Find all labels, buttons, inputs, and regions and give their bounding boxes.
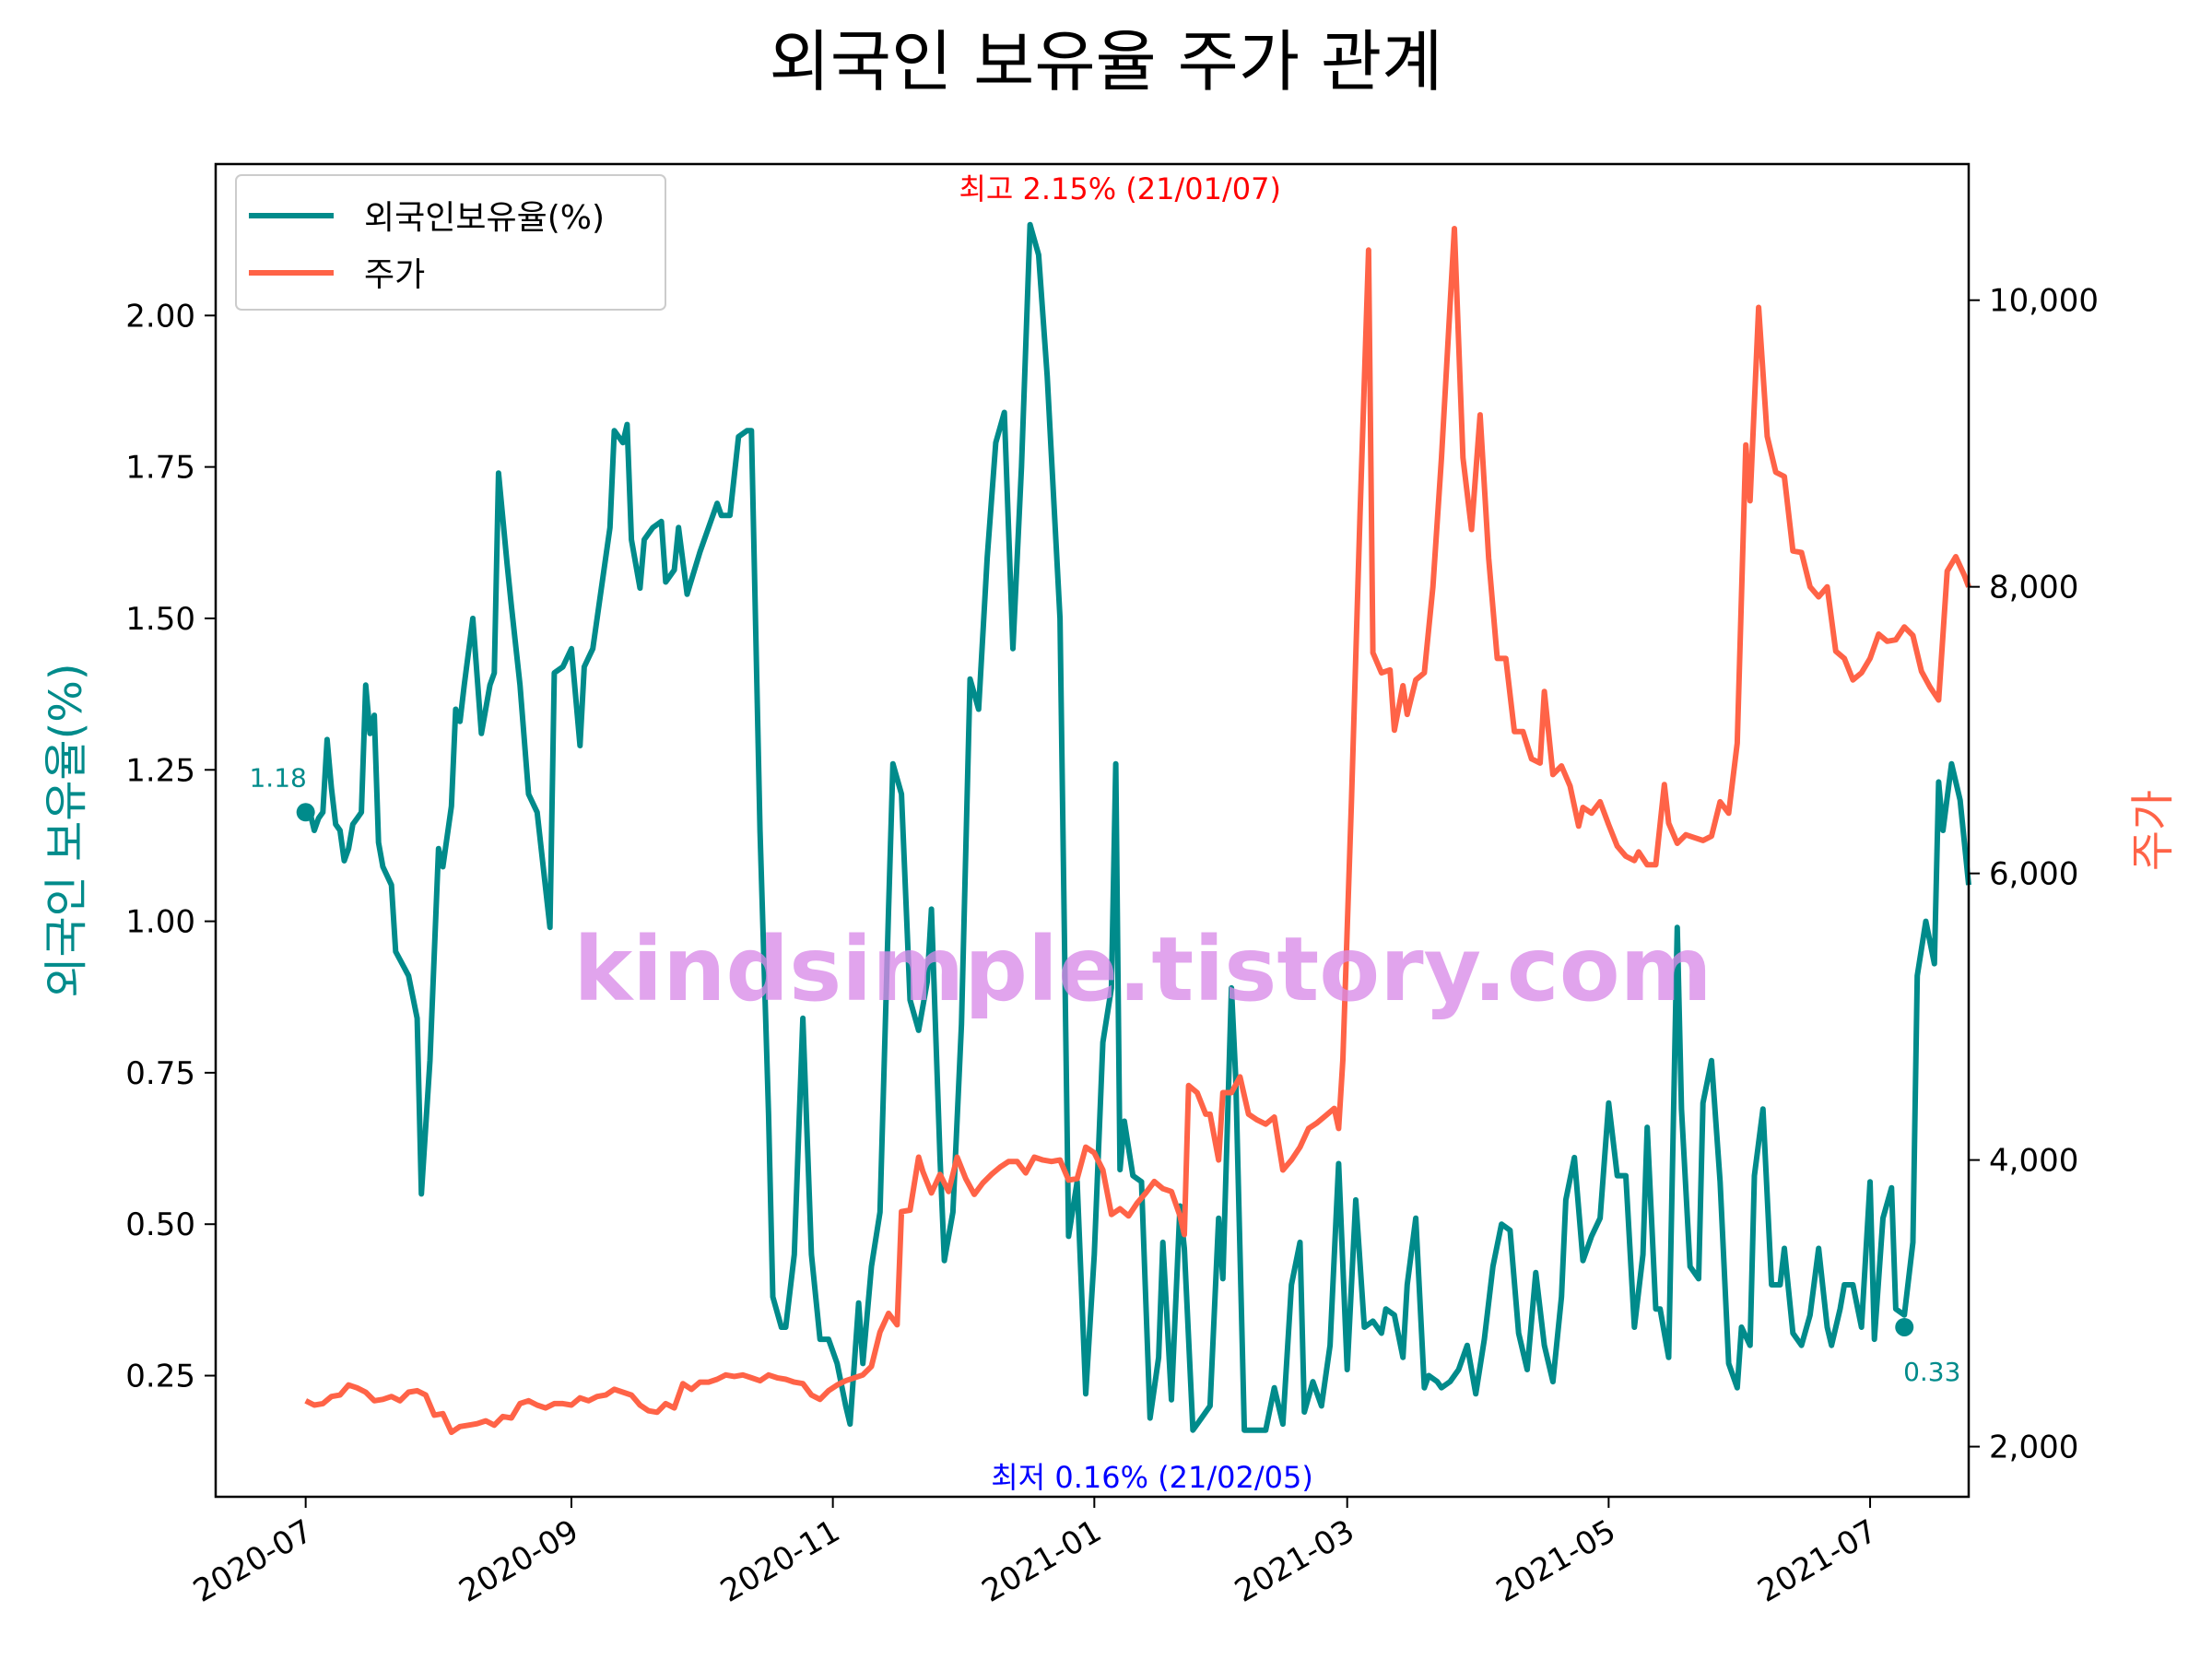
- y-right-tick-label: 6,000: [1989, 856, 2078, 893]
- end-value-label: 0.33: [1903, 1357, 1960, 1387]
- start-point-marker: [296, 803, 315, 822]
- legend-box: [235, 174, 666, 311]
- legend: 외국인보유율(%) 주가: [235, 174, 666, 311]
- chart-title: 외국인 보유율 주가 관계: [769, 23, 1442, 100]
- max-annotation: 최고 2.15% (21/01/07): [959, 171, 1281, 206]
- y-left-tick-label: 0.50: [125, 1206, 195, 1243]
- plot-frame: [214, 162, 1971, 1499]
- legend-label-price: 주가: [364, 256, 425, 294]
- series-line-price: [304, 226, 1971, 1435]
- end-point-marker: [1895, 1317, 1914, 1336]
- y-left-tick-label: 1.75: [125, 450, 195, 487]
- start-value-label: 1.18: [249, 762, 306, 793]
- y-left-tick-label: 0.25: [125, 1359, 195, 1395]
- y-right-tick-label: 8,000: [1989, 570, 2078, 606]
- watermark: kindsimple.tistory.com: [573, 918, 1712, 1021]
- legend-label-foreign: 외국인보유율(%): [364, 199, 605, 237]
- y-left-tick-label: 1.00: [125, 904, 195, 941]
- y-axis-right-label: 주가: [2127, 790, 2179, 871]
- axis-labels: 외국인 보유율(%) 주가: [41, 663, 2179, 997]
- y-left-tick-label: 0.75: [125, 1055, 195, 1092]
- y-right-tick-label: 10,000: [1989, 283, 2099, 320]
- y-left-tick-label: 1.50: [125, 601, 195, 638]
- min-annotation: 최저 0.16% (21/02/05): [991, 1460, 1313, 1495]
- y-right-tick-label: 2,000: [1989, 1430, 2078, 1466]
- y-left-tick-label: 2.00: [125, 298, 195, 335]
- y-left-tick-label: 1.25: [125, 752, 195, 789]
- y-right-tick-label: 4,000: [1989, 1143, 2078, 1180]
- y-axis-left-label: 외국인 보유율(%): [41, 663, 92, 997]
- series-line-foreign: [305, 221, 1971, 1433]
